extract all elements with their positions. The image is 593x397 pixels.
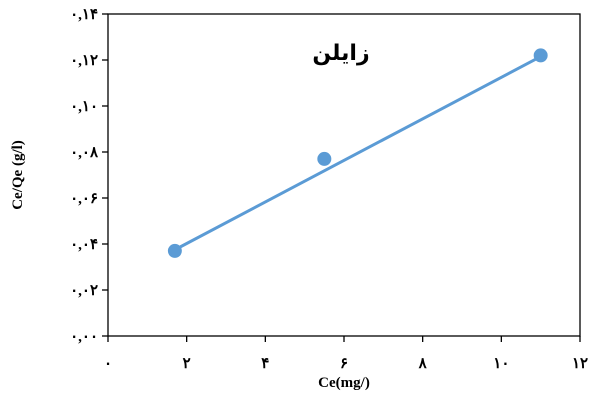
x-tick-label: ۶: [340, 356, 348, 372]
data-point: [533, 48, 548, 63]
y-tick-label: ۰,۰۸: [70, 145, 99, 161]
x-tick-label: ۴: [261, 356, 269, 372]
x-tick-label: ۱۲: [572, 356, 588, 372]
x-tick-label: ۸: [418, 356, 428, 372]
y-tick-label: ۰,۱۲: [70, 53, 98, 69]
data-point: [317, 151, 332, 166]
y-tick-label: ۰,۰۴: [70, 237, 98, 253]
trendline: [173, 55, 543, 252]
data-points: [167, 48, 548, 258]
x-tick-labels: ۰ ۲ ۴ ۶ ۸ ۱۰ ۱۲: [104, 356, 588, 372]
x-axis-title: Ce(mg/): [318, 375, 370, 391]
x-tick-label: ۰: [104, 356, 112, 372]
y-ticks: [102, 13, 108, 337]
x-tick-label: ۲: [183, 356, 191, 372]
y-axis-title: Ce/Qe (g/l): [10, 140, 26, 210]
y-tick-labels: ۰,۰۰ ۰,۰۲ ۰,۰۴ ۰,۰۶ ۰,۰۸ ۰,۱۰ ۰,۱۲ ۰,۱۴: [70, 7, 99, 345]
y-tick-label: ۰,۱۰: [70, 99, 98, 115]
x-tick-label: ۱۰: [493, 356, 509, 372]
chart-title: زایلن: [312, 41, 369, 66]
y-tick-label: ۰,۰۶: [70, 191, 98, 207]
y-tick-label: ۰,۱۴: [70, 7, 98, 23]
y-tick-label: ۰,۰۲: [70, 283, 98, 299]
y-tick-label: ۰,۰۰: [70, 329, 98, 345]
data-point: [167, 243, 182, 258]
x-ticks: [107, 336, 581, 342]
